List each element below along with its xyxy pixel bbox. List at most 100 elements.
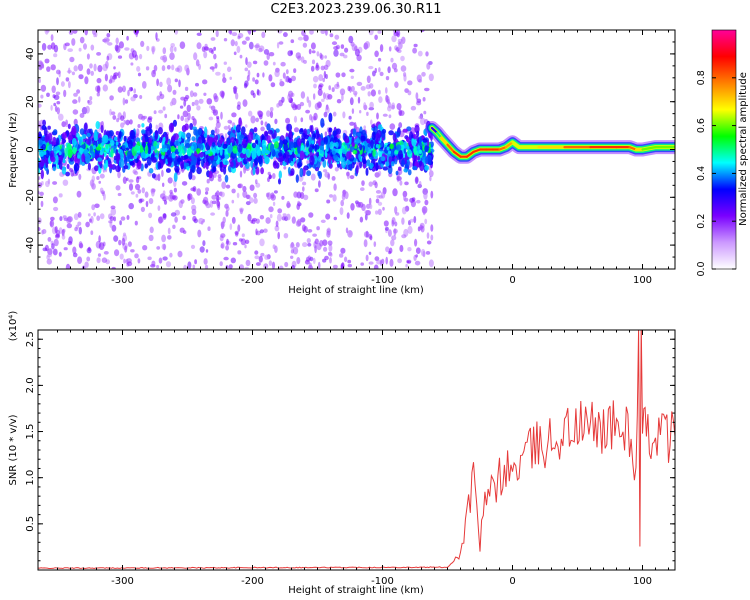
noise-speckle	[418, 79, 422, 83]
noise-speckle	[307, 229, 313, 233]
noise-speckle	[53, 53, 58, 58]
noise-speckle	[261, 31, 266, 38]
noise-speckle	[391, 62, 398, 70]
noise-speckle	[96, 52, 102, 56]
noise-speckle	[363, 239, 368, 248]
noise-speckle	[203, 196, 209, 204]
noise-speckle	[238, 238, 243, 242]
core-speckle	[377, 159, 382, 166]
noise-speckle	[225, 245, 230, 251]
noise-speckle	[56, 77, 59, 86]
noise-speckle	[109, 216, 115, 221]
core-speckle	[315, 167, 319, 172]
noise-speckle	[115, 37, 119, 45]
core-speckle	[184, 123, 189, 131]
core-highlight	[62, 159, 66, 164]
noise-speckle	[323, 169, 328, 173]
noise-speckle	[142, 245, 148, 251]
noise-speckle	[130, 96, 136, 102]
noise-speckle	[300, 117, 304, 123]
snr-line	[38, 330, 675, 570]
noise-speckle	[315, 64, 320, 71]
core-speckle	[56, 137, 60, 145]
noise-speckle	[161, 169, 164, 177]
core-speckle	[55, 154, 59, 165]
noise-speckle	[220, 243, 224, 249]
noise-speckle	[58, 113, 64, 121]
noise-speckle	[50, 64, 56, 71]
noise-speckle	[204, 46, 210, 51]
noise-speckle	[62, 215, 67, 219]
noise-speckle	[425, 51, 429, 57]
noise-speckle	[327, 240, 333, 246]
noise-speckle	[302, 42, 308, 48]
noise-speckle	[239, 208, 243, 215]
noise-speckle	[282, 213, 287, 217]
noise-speckle	[428, 259, 434, 268]
core-highlight	[245, 149, 249, 154]
core-speckle	[95, 146, 102, 151]
noise-speckle	[52, 94, 56, 99]
core-speckle	[176, 157, 182, 163]
noise-speckle	[49, 219, 55, 228]
noise-speckle	[426, 240, 432, 245]
noise-speckle	[366, 203, 371, 209]
noise-speckle	[234, 40, 238, 47]
core-speckle	[52, 136, 57, 146]
noise-speckle	[237, 35, 241, 40]
noise-speckle	[114, 249, 120, 257]
noise-speckle	[318, 180, 321, 188]
noise-speckle	[405, 263, 408, 268]
noise-speckle	[236, 104, 241, 111]
core-speckle	[157, 162, 162, 170]
core-speckle	[50, 156, 56, 163]
core-speckle	[212, 166, 217, 173]
noise-speckle	[342, 111, 346, 119]
colorbar-gradient-bar	[712, 30, 736, 269]
noise-speckle	[372, 70, 376, 77]
noise-speckle	[374, 34, 378, 40]
core-speckle	[294, 150, 298, 155]
noise-speckle	[422, 97, 426, 102]
colorbar-tick-label: 0.8	[696, 70, 707, 85]
noise-speckle	[125, 119, 130, 126]
noise-speckle	[166, 77, 172, 86]
noise-speckle	[333, 49, 339, 57]
noise-speckle	[206, 178, 210, 184]
noise-speckle	[378, 170, 382, 177]
noise-speckle	[368, 261, 374, 265]
noise-speckle	[345, 227, 349, 234]
noise-speckle	[149, 226, 154, 234]
core-speckle	[368, 162, 374, 168]
core-speckle	[196, 159, 201, 166]
core-highlight	[417, 145, 421, 150]
noise-speckle	[255, 45, 259, 51]
ridge-segment	[465, 150, 475, 158]
core-highlight	[164, 147, 168, 152]
core-speckle	[417, 155, 421, 161]
core-speckle	[81, 153, 85, 163]
core-speckle	[71, 125, 77, 136]
noise-speckle	[272, 201, 276, 206]
noise-speckle	[391, 219, 395, 227]
noise-speckle	[400, 65, 407, 72]
noise-speckle	[275, 220, 279, 228]
noise-speckle	[426, 232, 430, 239]
core-speckle	[198, 136, 202, 145]
noise-speckle	[155, 124, 159, 130]
noise-speckle	[231, 32, 238, 37]
core-speckle	[345, 138, 350, 144]
noise-speckle	[299, 101, 305, 107]
noise-speckle	[317, 261, 321, 269]
core-speckle	[42, 119, 46, 127]
noise-speckle	[407, 225, 413, 234]
noise-speckle	[292, 246, 299, 255]
noise-speckle	[123, 258, 126, 264]
core-speckle	[381, 128, 387, 134]
noise-speckle	[383, 220, 389, 227]
noise-speckle	[179, 227, 185, 233]
noise-speckle	[296, 191, 302, 199]
noise-speckle	[162, 213, 167, 219]
noise-speckle	[373, 264, 379, 269]
noise-speckle	[106, 33, 111, 38]
